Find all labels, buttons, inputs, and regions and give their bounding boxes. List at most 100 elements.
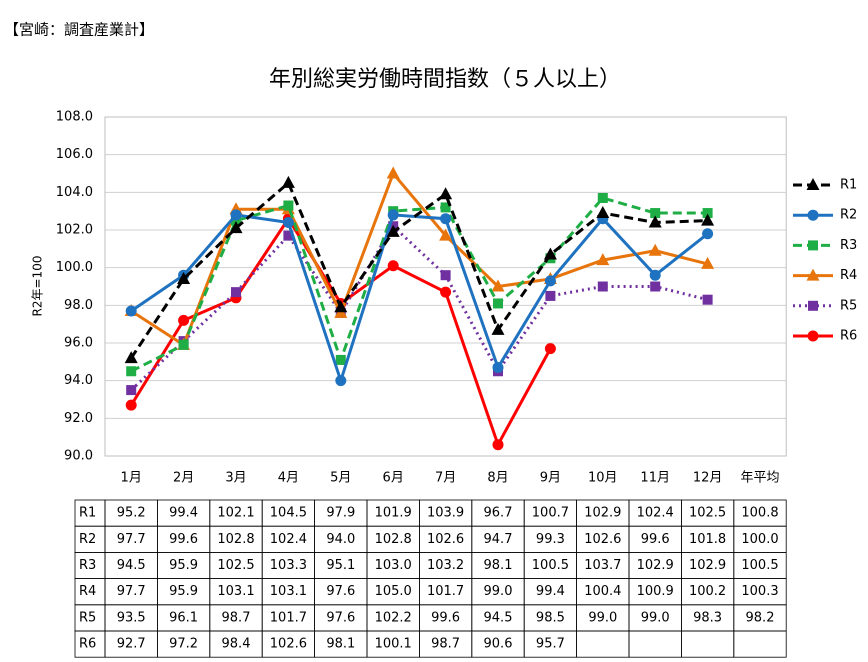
- table-value: 101.7: [427, 584, 464, 599]
- table-value: 97.7: [117, 532, 146, 547]
- x-tick-label: 10月: [588, 471, 618, 486]
- data-point: [281, 175, 295, 188]
- data-point: [386, 166, 400, 179]
- data-point: [439, 187, 453, 200]
- data-point: [334, 300, 348, 313]
- table-value: 105.0: [375, 584, 412, 599]
- data-point: [491, 322, 505, 335]
- data-point: [649, 269, 661, 281]
- table-value: 97.6: [326, 610, 355, 625]
- table-value: 92.7: [117, 637, 146, 652]
- data-point: [492, 439, 504, 451]
- table-value: 102.2: [375, 610, 412, 625]
- table-value: 95.1: [326, 558, 355, 573]
- table-value: 98.1: [484, 558, 513, 573]
- table-value: 99.6: [431, 610, 460, 625]
- table-value: 100.2: [689, 584, 726, 599]
- data-point: [386, 224, 400, 237]
- table-value: 103.7: [584, 558, 621, 573]
- row-label: R2: [79, 532, 96, 547]
- table-value: 103.3: [270, 558, 307, 573]
- table-value: 102.5: [217, 558, 254, 573]
- table-value: 95.7: [536, 637, 565, 652]
- table-value: 100.4: [584, 584, 621, 599]
- data-point: [493, 298, 503, 309]
- x-tick-label: 7月: [435, 471, 456, 486]
- table-value: 102.8: [217, 532, 254, 547]
- table-value: 98.7: [222, 610, 251, 625]
- table-value: 98.4: [222, 637, 251, 652]
- table-value: 95.2: [117, 506, 146, 521]
- y-tick-label: 108.0: [56, 110, 93, 125]
- table-value: 90.6: [484, 637, 513, 652]
- table-value: 102.8: [375, 532, 412, 547]
- y-tick-label: 104.0: [56, 185, 93, 200]
- table-value: 98.1: [326, 637, 355, 652]
- row-label: R1: [79, 506, 96, 521]
- table-value: 94.5: [117, 558, 146, 573]
- data-point: [440, 286, 452, 298]
- table-value: 98.7: [431, 637, 460, 652]
- data-point: [597, 281, 608, 292]
- legend-label: R2: [840, 208, 857, 223]
- table-value: 97.6: [326, 584, 355, 599]
- data-point: [701, 213, 715, 226]
- table-value: 93.5: [117, 610, 146, 625]
- data-point: [124, 351, 138, 364]
- table-value: 100.3: [741, 584, 778, 599]
- table-value: 100.0: [741, 532, 778, 547]
- table-value: 102.6: [584, 532, 621, 547]
- legend-marker: [808, 240, 818, 251]
- table-value: 95.9: [169, 584, 198, 599]
- y-tick-label: 106.0: [56, 147, 93, 162]
- table-value: 102.6: [270, 637, 307, 652]
- y-tick-label: 90.0: [64, 449, 93, 464]
- data-point: [702, 294, 713, 305]
- data-point: [178, 339, 189, 350]
- data-point: [230, 209, 242, 221]
- data-point: [283, 200, 294, 211]
- data-point: [702, 208, 713, 219]
- data-point: [335, 375, 347, 387]
- row-label: R5: [79, 610, 96, 625]
- table-cell: [681, 630, 735, 658]
- data-point: [543, 247, 557, 260]
- legend-label: R5: [840, 298, 857, 313]
- table-value: 101.7: [270, 610, 307, 625]
- table-value: 100.5: [741, 558, 778, 573]
- data-point: [387, 260, 399, 272]
- legend-marker: [807, 209, 819, 221]
- table-value: 101.9: [375, 506, 412, 521]
- y-tick-label: 94.0: [64, 373, 93, 388]
- table-value: 99.4: [536, 584, 565, 599]
- table-value: 102.5: [689, 506, 726, 521]
- data-point: [491, 279, 505, 292]
- data-point: [596, 253, 610, 266]
- data-point: [231, 215, 241, 226]
- table-value: 99.3: [536, 532, 565, 547]
- x-tick-label: 12月: [693, 471, 723, 486]
- table-value: 98.5: [536, 610, 565, 625]
- y-tick-label: 92.0: [64, 411, 93, 426]
- table-value: 100.9: [637, 584, 674, 599]
- series-line: [129, 180, 708, 359]
- x-tick-label: 6月: [383, 471, 404, 486]
- table-value: 102.9: [637, 558, 674, 573]
- data-point: [648, 243, 662, 256]
- series-line: [130, 196, 708, 373]
- y-tick-label: 100.0: [56, 260, 93, 275]
- data-point: [178, 314, 190, 326]
- x-tick-label: 3月: [225, 471, 246, 486]
- legend-marker: [807, 330, 819, 342]
- table-value: 99.0: [641, 610, 670, 625]
- table-value: 94.5: [484, 610, 513, 625]
- data-point: [125, 305, 137, 317]
- table-value: 100.8: [741, 506, 778, 521]
- series-line: [130, 223, 708, 392]
- chart-title: 年別総実労働時間指数（５人以上）: [269, 67, 621, 92]
- legend-label: R1: [840, 178, 857, 193]
- table-value: 98.3: [693, 610, 722, 625]
- data-point: [335, 354, 346, 365]
- plot-border: [104, 116, 787, 457]
